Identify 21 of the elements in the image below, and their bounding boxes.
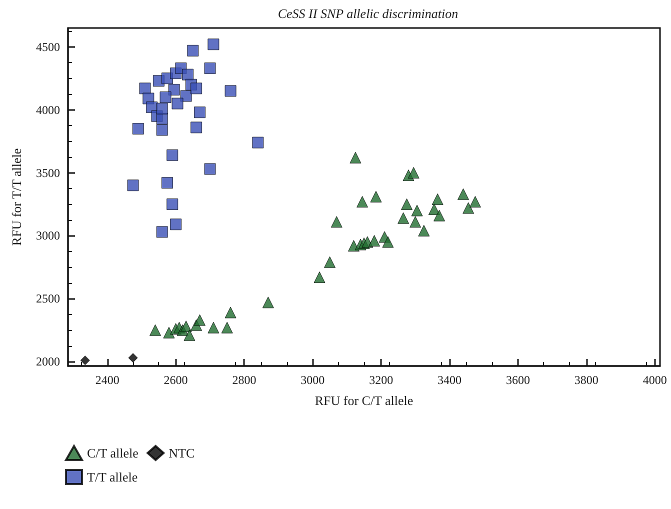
y-tick-label: 3500 — [36, 166, 60, 180]
legend-label: T/T allele — [87, 470, 138, 484]
chart-title: CeSS II SNP allelic discrimination — [278, 6, 458, 21]
y-tick-label: 4500 — [36, 40, 60, 54]
x-axis-title: RFU for C/T allele — [314, 393, 414, 408]
x-tick-label: 2600 — [164, 373, 188, 387]
x-tick-label: 3400 — [438, 373, 462, 387]
y-axis-title: RFU for T/T allele — [9, 148, 24, 246]
x-tick-label: 3200 — [369, 373, 394, 387]
y-tick-label: 2000 — [36, 354, 60, 369]
x-tick-label: 2800 — [232, 373, 256, 387]
x-tick-label: 3000 — [300, 373, 325, 387]
y-tick-label: 3000 — [36, 228, 60, 243]
x-tick-label: 3800 — [574, 373, 598, 387]
legend-label: C/T allele — [87, 446, 139, 460]
y-tick-label: 4000 — [36, 102, 60, 117]
legend-label: NTC — [168, 446, 195, 460]
x-tick-label: 4000 — [642, 373, 667, 387]
x-tick-label: 2400 — [95, 373, 120, 387]
y-tick-label: 2500 — [36, 292, 60, 306]
x-tick-label: 3600 — [506, 373, 530, 387]
